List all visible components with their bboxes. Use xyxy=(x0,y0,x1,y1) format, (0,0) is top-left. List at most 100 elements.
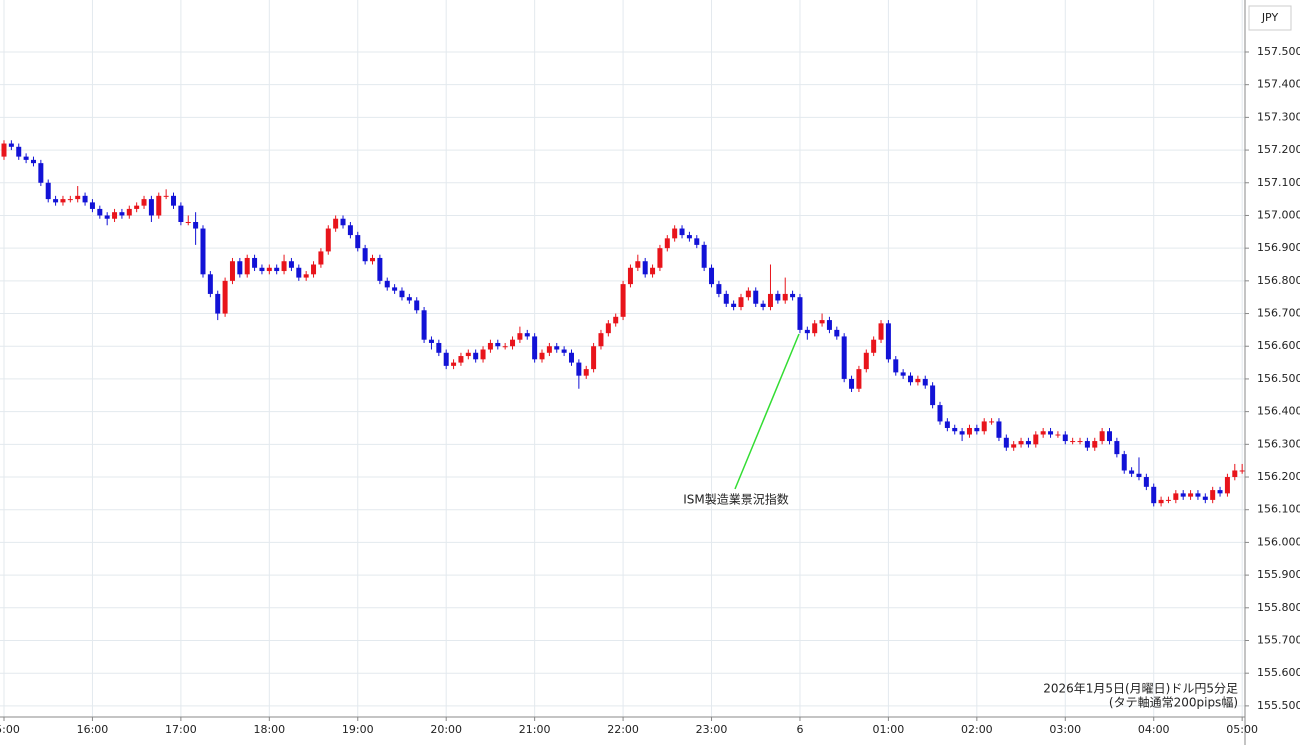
candle-body xyxy=(709,267,715,285)
candle-body xyxy=(738,297,744,308)
candle-body xyxy=(141,199,147,206)
candle-body xyxy=(60,199,66,203)
candle-body xyxy=(900,372,906,376)
candle-body xyxy=(1062,434,1068,442)
y-tick-label: 157.400 xyxy=(1257,78,1300,91)
candle-body xyxy=(679,228,685,236)
y-tick-label: 157.500 xyxy=(1257,45,1300,58)
candle-body xyxy=(532,336,538,360)
x-tick-label: 17:00 xyxy=(165,723,197,736)
candle-body xyxy=(171,195,177,206)
candle-body xyxy=(819,320,825,324)
candle-body xyxy=(1003,437,1009,448)
candle-body xyxy=(657,248,663,268)
candle-body xyxy=(333,218,339,229)
x-tick-label: 02:00 xyxy=(961,723,993,736)
candle-body xyxy=(53,199,59,203)
candle-body xyxy=(134,205,140,209)
x-tick-label: 04:00 xyxy=(1138,723,1170,736)
candle-body xyxy=(428,339,434,343)
candle-body xyxy=(1173,493,1179,500)
x-tick-label: 15:00 xyxy=(0,723,20,736)
candle-body xyxy=(1180,493,1186,497)
candle-body xyxy=(841,336,847,379)
candle-body xyxy=(495,342,501,347)
candle-body xyxy=(1224,477,1230,494)
candle-body xyxy=(885,323,891,360)
y-tick-label: 156.400 xyxy=(1257,405,1300,418)
x-tick-label: 20:00 xyxy=(430,723,462,736)
candle-body xyxy=(767,293,773,308)
x-tick-label: 21:00 xyxy=(519,723,551,736)
candle-body xyxy=(893,359,899,373)
candle-body xyxy=(1232,470,1238,478)
candle-body xyxy=(686,235,692,239)
y-tick-label: 156.500 xyxy=(1257,372,1300,385)
candle-body xyxy=(252,257,258,268)
candle-body xyxy=(966,427,972,435)
candle-body xyxy=(1210,490,1216,500)
candle-body xyxy=(296,267,302,278)
candle-body xyxy=(1188,493,1194,497)
candle-body xyxy=(583,369,589,376)
candle-body xyxy=(384,280,390,288)
candle-body xyxy=(524,333,530,337)
candle-body xyxy=(878,323,884,340)
candle-body xyxy=(930,385,936,406)
y-tick-label: 157.100 xyxy=(1257,176,1300,189)
x-tick-label: 16:00 xyxy=(77,723,109,736)
candle-body xyxy=(981,421,987,432)
y-tick-label: 155.500 xyxy=(1257,699,1300,712)
candle-body xyxy=(178,205,184,222)
candle-body xyxy=(1143,477,1149,487)
candle-body xyxy=(1151,486,1157,504)
candle-body xyxy=(510,339,516,347)
candle-body xyxy=(148,199,154,216)
candle-body xyxy=(377,257,383,281)
x-tick-label: 18:00 xyxy=(253,723,285,736)
candle-body xyxy=(1217,490,1223,494)
candle-body xyxy=(104,215,110,219)
candle-body xyxy=(605,323,611,334)
candle-body xyxy=(288,261,294,268)
candle-body xyxy=(782,293,788,301)
y-tick-label: 155.800 xyxy=(1257,601,1300,614)
candle-body xyxy=(826,320,832,330)
candle-body xyxy=(716,284,722,294)
candle-body xyxy=(650,267,656,275)
candle-body xyxy=(591,346,597,370)
candle-body xyxy=(480,349,486,360)
y-tick-label: 155.700 xyxy=(1257,633,1300,646)
y-tick-label: 156.300 xyxy=(1257,437,1300,450)
y-tick-label: 156.800 xyxy=(1257,274,1300,287)
candle-body xyxy=(1092,441,1098,448)
candle-body xyxy=(1084,441,1090,448)
candle-body xyxy=(672,228,678,239)
candle-body xyxy=(546,346,552,353)
candle-body xyxy=(561,349,567,353)
candle-body xyxy=(502,346,508,348)
candle-body xyxy=(554,346,560,350)
candle-body xyxy=(1018,441,1024,445)
y-tick-label: 156.000 xyxy=(1257,535,1300,548)
candle-body xyxy=(112,212,118,219)
candle-body xyxy=(974,427,980,432)
candle-body xyxy=(1077,441,1083,443)
candle-body xyxy=(75,195,81,200)
x-tick-label: 22:00 xyxy=(607,723,639,736)
candle-body xyxy=(812,323,818,334)
candle-body xyxy=(664,238,670,249)
candle-body xyxy=(635,261,641,268)
candle-body xyxy=(1165,499,1171,501)
candle-body xyxy=(1158,499,1164,504)
candle-body xyxy=(568,352,574,363)
candle-body xyxy=(908,375,914,383)
candle-body xyxy=(193,221,199,229)
candle-body xyxy=(1048,431,1054,435)
candle-body xyxy=(1114,441,1120,455)
candle-body xyxy=(355,235,361,249)
candle-body xyxy=(119,212,125,216)
